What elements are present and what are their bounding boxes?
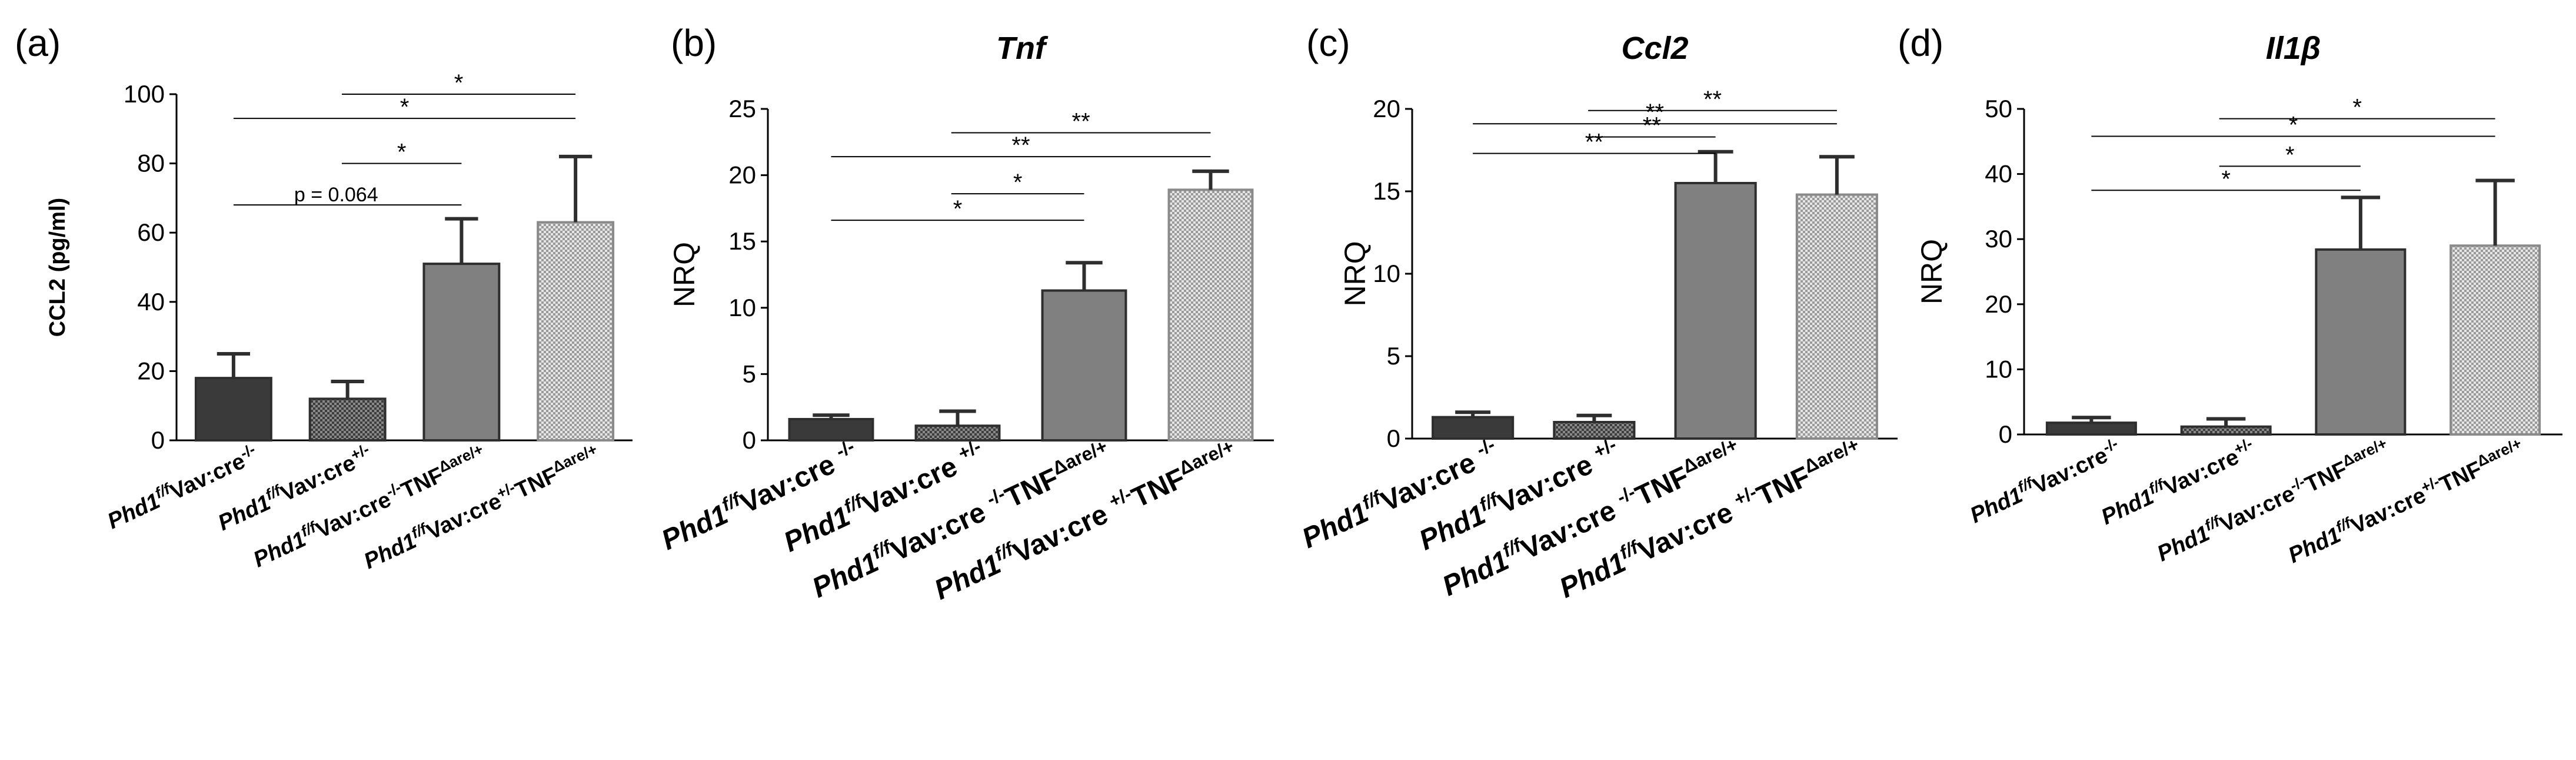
bar: [914, 424, 1001, 442]
significance-label: **: [1072, 109, 1090, 135]
x-tick-label: Phd1f/fVav:cre+/-TNFΔare/+: [359, 440, 604, 575]
bar: [422, 263, 501, 442]
y-tick-label: 10: [728, 294, 756, 321]
significance-label: p = 0.064: [294, 184, 378, 206]
significance-label: *: [2221, 166, 2231, 192]
panel-label: (c): [1306, 22, 1350, 64]
y-tick-label: 0: [1387, 424, 1400, 452]
bar: [1432, 416, 1515, 440]
significance-label: *: [1013, 170, 1023, 195]
significance-label: *: [2285, 142, 2295, 168]
bar: [537, 221, 615, 442]
significance-label: *: [400, 94, 410, 120]
bar: [1553, 421, 1636, 440]
significance-label: **: [1646, 99, 1664, 125]
x-tick-label: Phd1f/fVav:cre+/-TNFΔare/+: [2284, 434, 2529, 569]
panel-4: (d) Il1β NRQ 0 10 20 30 40 50 * * * * Phd1f/fVav:cre-…: [1898, 22, 2562, 568]
bar: [2315, 248, 2407, 436]
y-tick-label: 80: [137, 150, 165, 177]
y-tick-label: 50: [1985, 95, 2012, 122]
bar: [788, 417, 874, 442]
bar: [308, 397, 387, 442]
y-tick-label: 40: [137, 288, 165, 316]
bar: [1167, 188, 1254, 442]
y-tick-label: 40: [1985, 160, 2012, 188]
y-tick-label: 30: [1985, 225, 2012, 253]
y-tick-label: 10: [1985, 355, 2012, 383]
y-tick-label: 20: [1373, 95, 1400, 122]
bar: [194, 377, 272, 442]
panel-label: (d): [1898, 22, 1943, 64]
significance-label: **: [1643, 113, 1661, 139]
bar: [1795, 193, 1878, 440]
significance-label: **: [1011, 132, 1030, 158]
bar: [2180, 425, 2272, 436]
bar: [2045, 422, 2137, 436]
y-tick-label: 0: [743, 426, 756, 454]
chart-title: Il1β: [2266, 31, 2321, 66]
y-tick-label: 25: [728, 95, 756, 122]
chart-title: Ccl2: [1621, 31, 1688, 66]
significance-label: **: [1703, 87, 1722, 112]
y-tick-label: 20: [728, 161, 756, 189]
significance-label: *: [953, 196, 963, 222]
x-tick-label: Phd1f/fVav:cre-/-TNFΔare/+: [2152, 434, 2394, 567]
y-tick-label: 100: [124, 80, 165, 108]
y-axis-label: NRQ: [1339, 241, 1372, 306]
y-tick-label: 60: [137, 218, 165, 246]
y-tick-label: 15: [728, 227, 756, 255]
chart-title: Tnf: [996, 31, 1049, 66]
bar: [1674, 182, 1757, 440]
bar: [1041, 289, 1127, 442]
panel-label: (b): [671, 22, 717, 64]
significance-label: *: [397, 140, 407, 165]
significance-label: *: [2289, 112, 2298, 138]
y-tick-label: 20: [137, 357, 165, 384]
y-tick-label: 15: [1373, 177, 1400, 205]
y-tick-label: 0: [1999, 420, 2012, 448]
significance-label: *: [2352, 95, 2362, 121]
y-axis-label: CCL2 (pg/ml): [45, 198, 70, 337]
y-tick-label: 10: [1373, 260, 1400, 287]
y-axis-label: NRQ: [1915, 239, 1948, 304]
panel-label: (a): [15, 22, 61, 64]
y-tick-label: 0: [151, 426, 165, 454]
y-tick-label: 5: [743, 360, 756, 387]
significance-label: **: [1585, 130, 1603, 155]
panel-1: (a) CCL2 (pg/ml) 0 20 40 60 80 100 * * * p = 0.064 P…: [15, 22, 633, 574]
bar: [2449, 244, 2541, 436]
significance-label: *: [454, 70, 464, 96]
y-tick-label: 5: [1387, 342, 1400, 370]
y-axis-label: NRQ: [668, 242, 701, 307]
y-tick-label: 20: [1985, 290, 2012, 318]
